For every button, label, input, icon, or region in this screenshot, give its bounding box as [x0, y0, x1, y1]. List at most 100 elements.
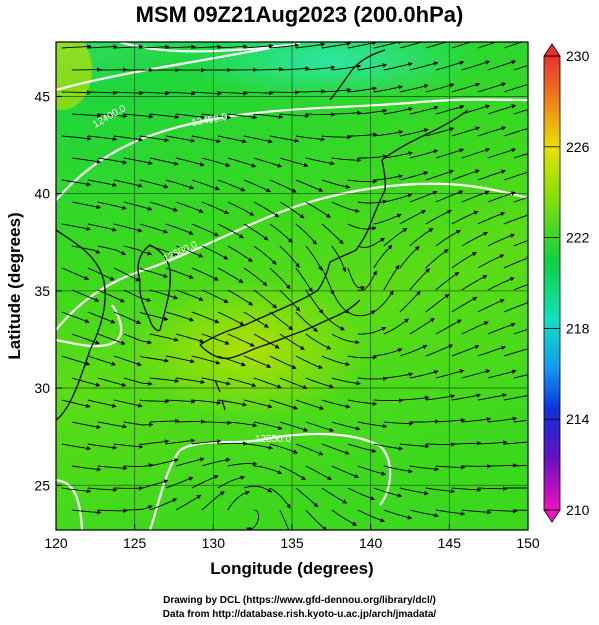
streamline	[357, 327, 387, 335]
streamline	[399, 171, 429, 181]
streamline	[165, 355, 195, 364]
streamline	[97, 245, 126, 255]
streamline	[269, 355, 297, 369]
streamline	[373, 443, 404, 451]
streamline	[357, 237, 385, 248]
streamline	[87, 44, 118, 49]
streamline	[487, 104, 517, 115]
streamline	[461, 232, 489, 247]
x-axis: 120 125 130 135 140 145 150	[44, 524, 540, 551]
streamline	[409, 318, 435, 335]
streamline	[451, 42, 481, 49]
streamline	[305, 201, 331, 218]
streamline	[87, 223, 117, 232]
streamline	[425, 169, 454, 181]
streamline	[305, 112, 336, 117]
y-tick-label: 40	[34, 186, 50, 202]
streamline	[191, 135, 221, 144]
streamline	[139, 399, 170, 404]
streamline	[477, 299, 505, 313]
streamline	[425, 249, 449, 269]
streamline	[139, 91, 170, 96]
x-tick-label: 150	[516, 535, 540, 551]
streamline	[123, 157, 153, 165]
streamline	[461, 147, 491, 159]
streamline	[201, 113, 232, 120]
streamline	[87, 355, 117, 366]
streamline	[383, 465, 413, 474]
streamline	[175, 377, 206, 385]
colorbar-tick-label: 214	[566, 411, 590, 427]
streamline	[87, 135, 118, 142]
streamline	[227, 333, 255, 347]
streamline	[503, 300, 528, 313]
y-tick-label: 45	[34, 88, 50, 104]
streamline	[253, 333, 280, 349]
graticule	[56, 42, 528, 530]
streamline	[243, 267, 268, 286]
streamline	[321, 487, 348, 504]
streamline	[399, 487, 429, 496]
streamline	[321, 134, 352, 140]
streamline	[175, 494, 202, 511]
streamline	[347, 42, 377, 49]
streamline	[477, 211, 506, 225]
streamline	[149, 418, 180, 424]
streamline	[321, 223, 344, 245]
streamline	[487, 233, 516, 247]
streamline	[373, 213, 402, 225]
streamline	[149, 458, 179, 467]
streamline	[113, 223, 143, 233]
streamline	[383, 372, 414, 379]
streamline	[165, 438, 196, 445]
streamline	[295, 223, 317, 245]
streamline	[383, 151, 413, 159]
streamline	[295, 267, 313, 293]
streamline	[165, 135, 196, 143]
streamline	[113, 399, 143, 408]
streamline	[149, 113, 180, 119]
streamline	[165, 223, 194, 235]
streamline	[383, 318, 410, 335]
streamline	[123, 113, 154, 119]
streamline	[165, 91, 196, 96]
streamline	[373, 487, 403, 498]
streamline	[487, 369, 517, 379]
colorbar-tick-label: 226	[566, 139, 590, 155]
streamline	[253, 377, 282, 389]
streamline	[113, 355, 142, 367]
streamline	[373, 290, 394, 313]
streamline	[149, 498, 178, 511]
streamline	[149, 333, 179, 342]
streamline	[227, 113, 258, 120]
streamline	[227, 461, 258, 467]
streamline	[87, 90, 118, 96]
streamline	[399, 246, 420, 269]
x-tick-label: 125	[123, 535, 147, 551]
streamline	[451, 210, 479, 225]
streamline	[451, 82, 481, 93]
streamline	[139, 439, 170, 445]
streamline	[191, 223, 219, 237]
map-title: MSM 09Z21Aug2023 (200.0hPa)	[135, 2, 464, 27]
streamline	[331, 201, 360, 213]
streamline	[487, 148, 517, 159]
streamline	[461, 509, 492, 515]
streamline	[269, 399, 299, 410]
streamline	[321, 443, 350, 455]
streamline	[331, 289, 350, 314]
streamline	[123, 505, 153, 511]
streamline	[243, 223, 269, 241]
streamline	[461, 417, 492, 423]
streamline	[357, 63, 387, 71]
streamline	[253, 465, 283, 475]
contour-label: 12550.0	[255, 434, 292, 445]
drawing-credit: Drawing by DCL (https://www.gfd-dennou.o…	[163, 595, 436, 606]
streamline	[399, 210, 427, 225]
streamline	[383, 62, 413, 71]
streamline	[321, 267, 335, 296]
streamline	[201, 157, 231, 168]
streamline	[321, 399, 351, 409]
streamline	[451, 440, 482, 446]
streamline	[71, 113, 102, 118]
